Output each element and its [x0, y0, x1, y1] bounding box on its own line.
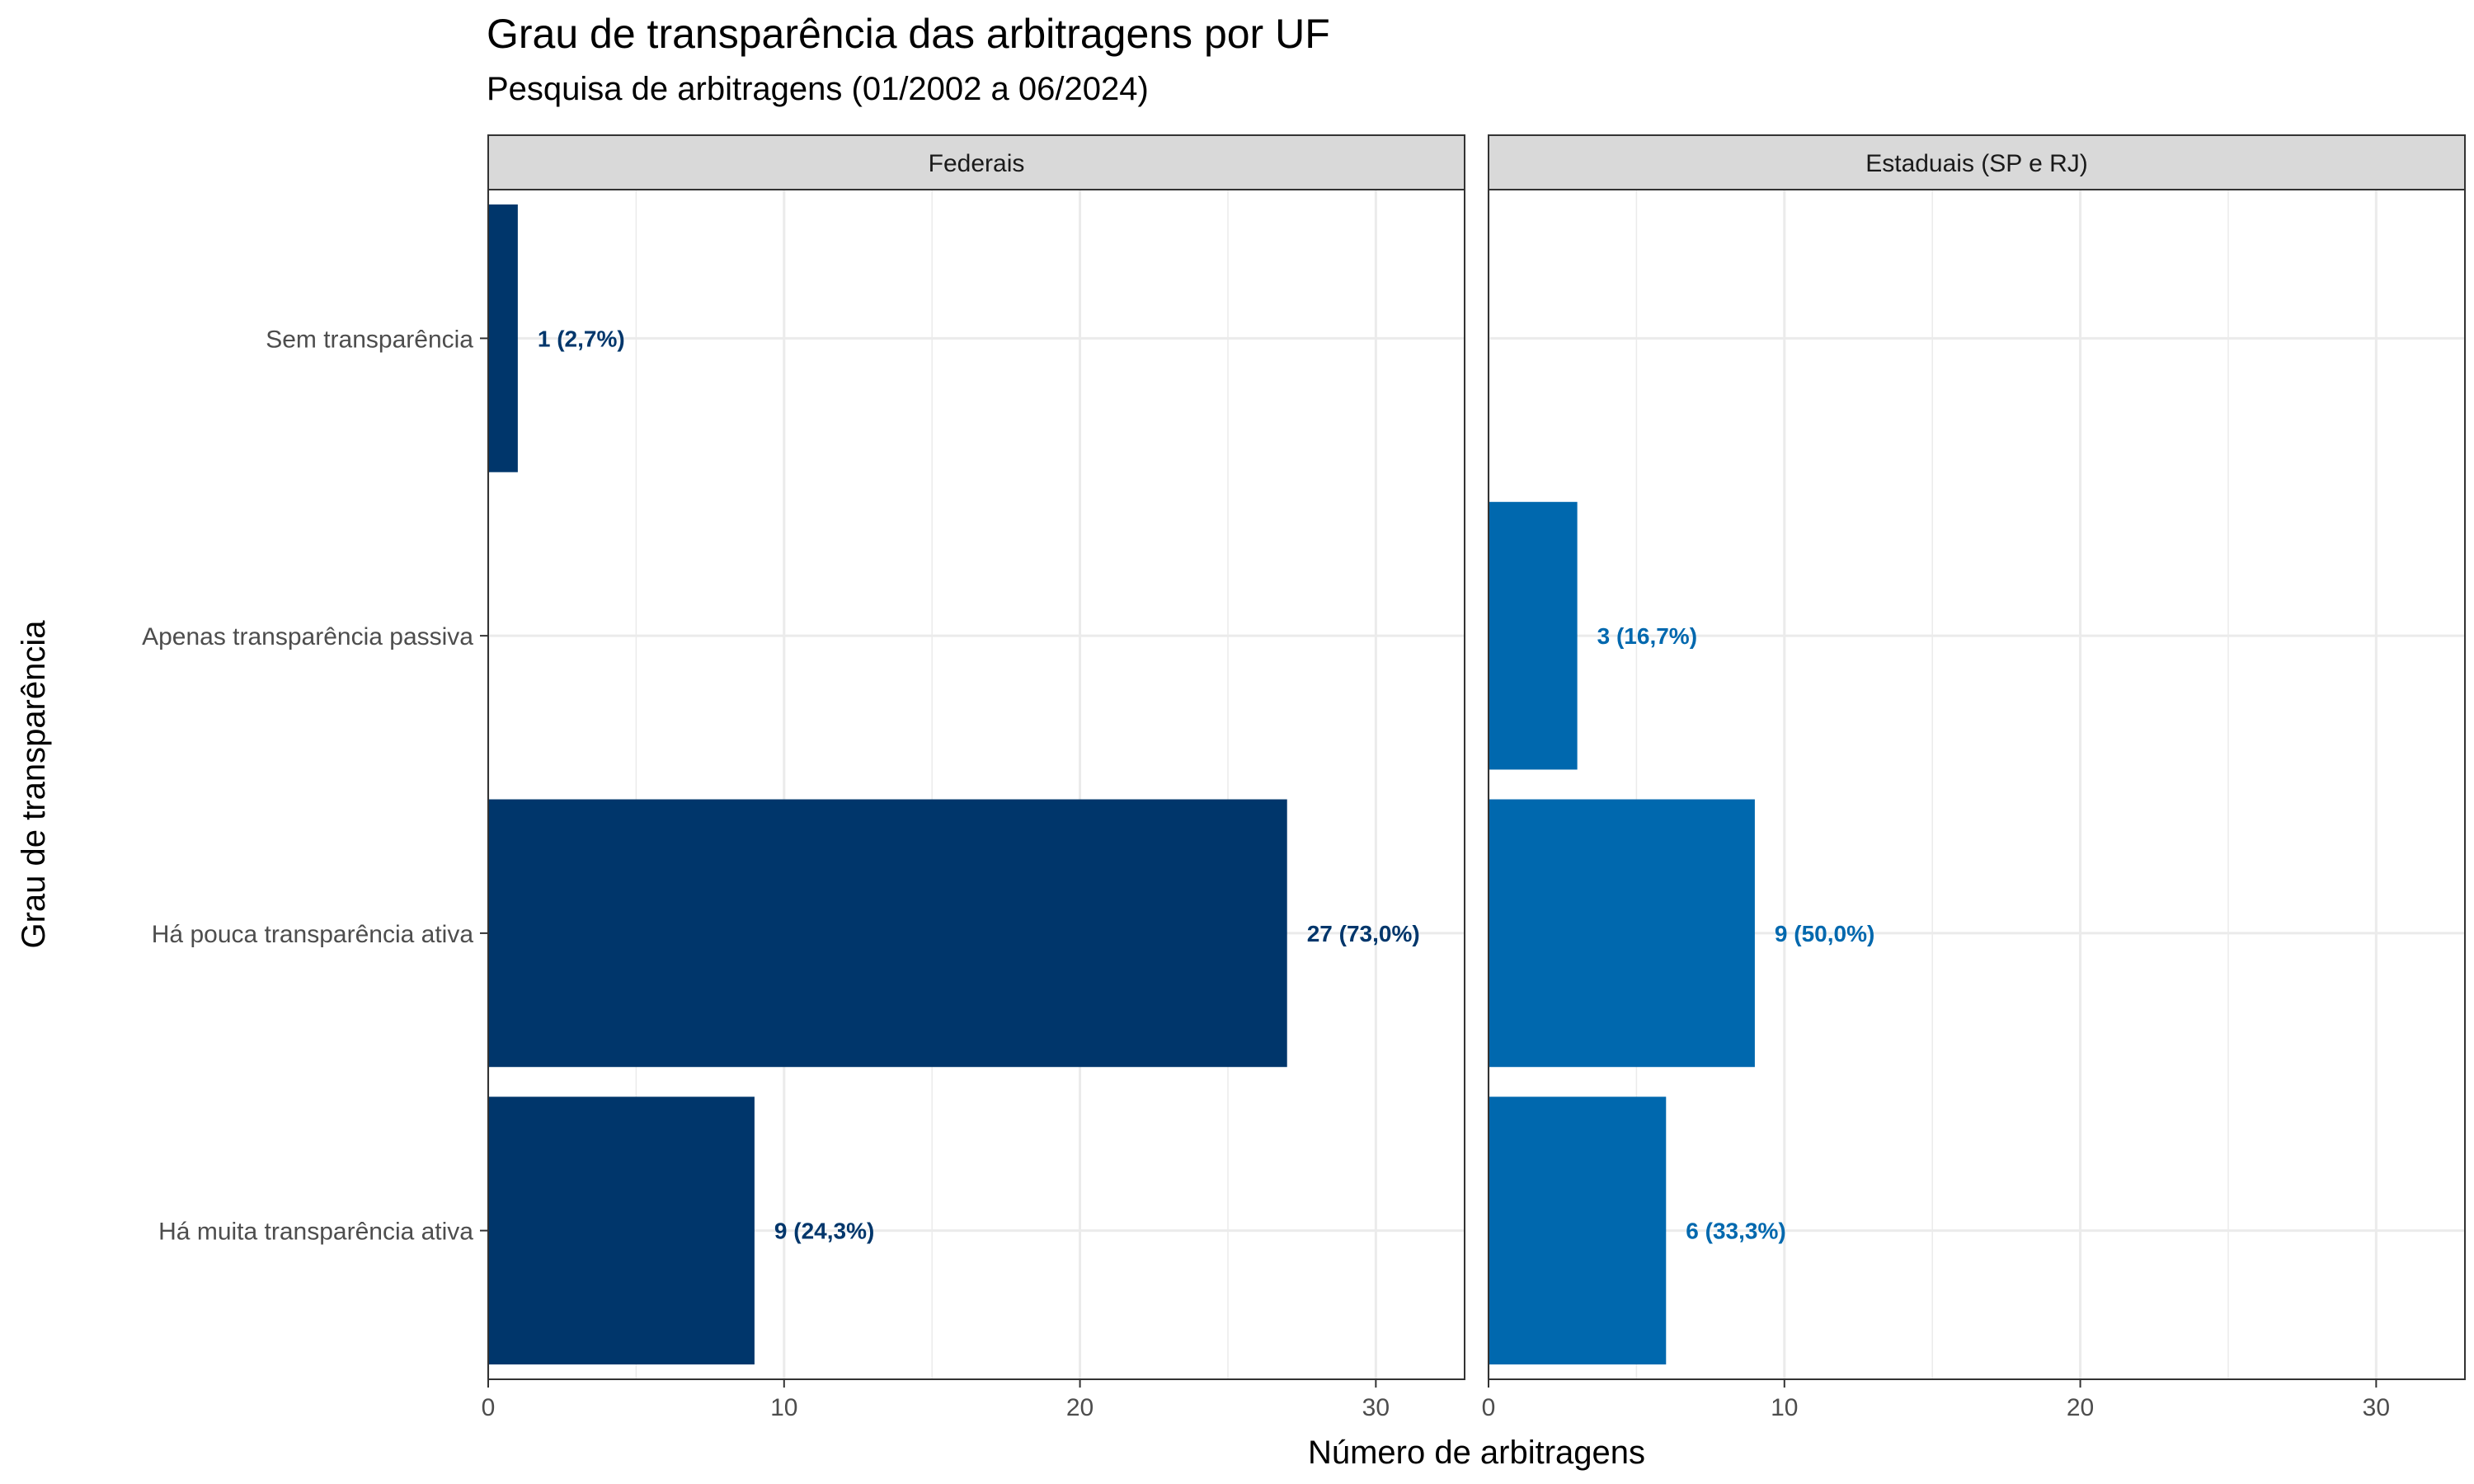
bar [1489, 1097, 1667, 1364]
x-tick-label: 10 [770, 1394, 797, 1421]
data-label: 9 (50,0%) [1775, 921, 1874, 946]
x-tick-label: 30 [1362, 1394, 1390, 1421]
data-label: 1 (2,7%) [538, 326, 625, 351]
x-tick-label: 0 [1482, 1394, 1496, 1421]
bar [1489, 501, 1578, 770]
bar [488, 1097, 755, 1364]
panel-border [487, 189, 1465, 1380]
panel-border [1488, 189, 2466, 1380]
data-label: 27 (73,0%) [1307, 921, 1420, 946]
data-label: 6 (33,3%) [1686, 1219, 1785, 1244]
x-axis-title: Número de arbitragens [1308, 1435, 1645, 1471]
y-tick-label: Sem transparência [266, 326, 473, 353]
chart-title: Grau de transparência das arbitragens po… [487, 11, 1330, 57]
x-tick-label: 20 [1066, 1394, 1094, 1421]
x-tick-label: 30 [2363, 1394, 2390, 1421]
data-label: 9 (24,3%) [774, 1219, 874, 1244]
data-label: 3 (16,7%) [1597, 623, 1697, 649]
x-tick-label: 0 [482, 1394, 496, 1421]
facet-strip [1488, 134, 2466, 190]
bar [488, 799, 1287, 1068]
bar [1489, 799, 1755, 1068]
y-tick-label: Há muita transparência ativa [158, 1219, 473, 1246]
x-tick-label: 20 [2067, 1394, 2094, 1421]
y-tick-label: Apenas transparência passiva [142, 623, 473, 650]
facet-label: Federais [929, 150, 1025, 177]
chart-subtitle: Pesquisa de arbitragens (01/2002 a 06/20… [487, 71, 1149, 107]
y-axis-title: Grau de transparência [16, 620, 52, 949]
y-tick-label: Há pouca transparência ativa [152, 921, 474, 948]
x-tick-label: 10 [1771, 1394, 1798, 1421]
facet-label: Estaduais (SP e RJ) [1865, 150, 2088, 177]
bar [488, 204, 518, 472]
